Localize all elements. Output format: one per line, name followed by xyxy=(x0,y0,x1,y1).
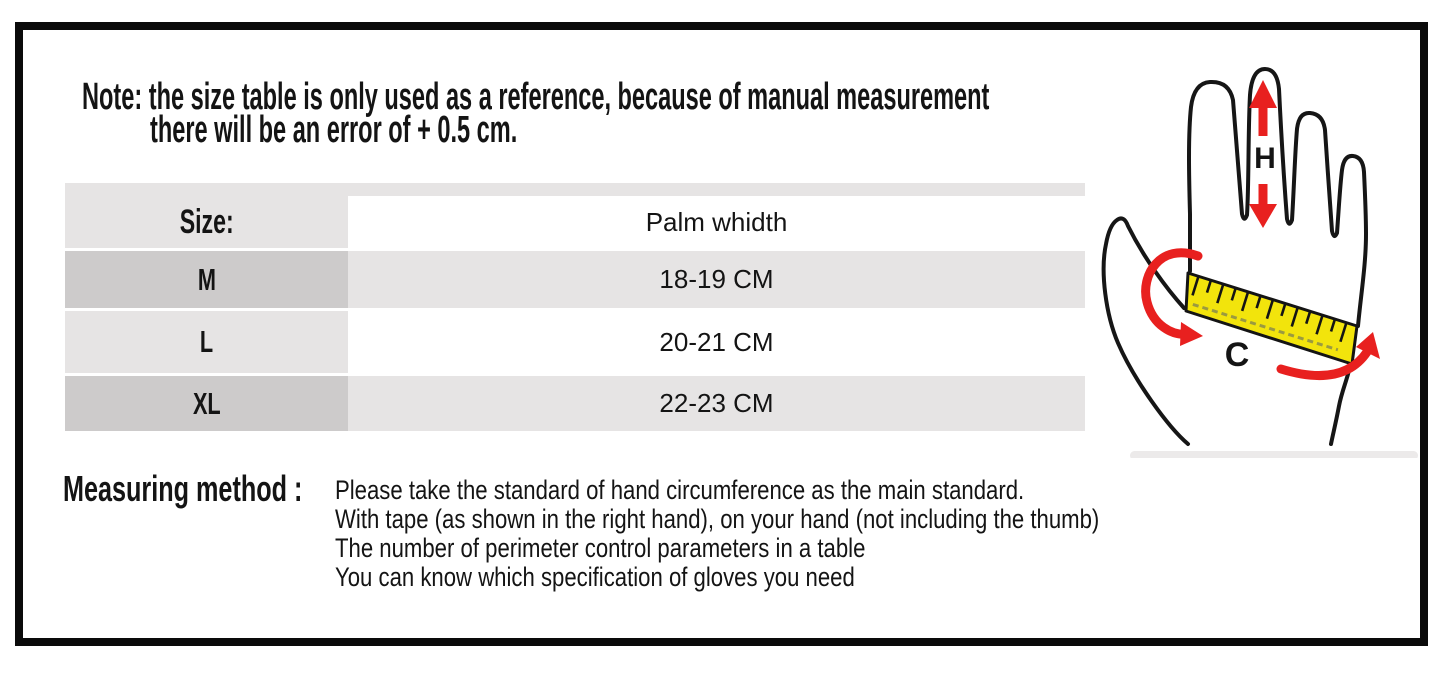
size-header-cell: Size: xyxy=(65,196,348,248)
size-value: L xyxy=(199,324,214,359)
measuring-method-label: Measuring method : xyxy=(63,468,303,509)
height-arrow-down-shaft xyxy=(1258,184,1268,206)
note-line-1: Note: the size table is only used as a r… xyxy=(82,76,990,118)
measuring-tape-icon xyxy=(1184,271,1359,366)
height-arrow-up-icon xyxy=(1249,80,1277,108)
palm-column-header: Palm whidth xyxy=(645,206,788,237)
palm-cell-l: 20-21 CM xyxy=(348,311,1085,373)
circumference-arrow-left-arc xyxy=(1141,248,1203,339)
table-row: XL 22-23 CM xyxy=(65,376,1085,431)
tape-band xyxy=(1184,271,1359,366)
palm-cell-xl: 22-23 CM xyxy=(348,376,1085,431)
height-measure xyxy=(1249,80,1277,228)
table-row: M 18-19 CM xyxy=(65,251,1085,308)
note-line-2: there will be an error of + 0.5 cm. xyxy=(150,109,518,151)
size-cell-m: M xyxy=(65,251,348,308)
measuring-line-4: You can know which specification of glov… xyxy=(335,562,855,592)
size-cell-xl: XL xyxy=(65,376,348,431)
table-top-strip xyxy=(65,183,1085,196)
palm-cell-m: 18-19 CM xyxy=(348,251,1085,308)
size-cell-l: L xyxy=(65,311,348,373)
border-frame xyxy=(15,22,1428,646)
hand-measurement-diagram: H C xyxy=(1101,67,1418,458)
circumference-arrow-right-icon xyxy=(1356,332,1380,359)
measuring-line-3: The number of perimeter control paramete… xyxy=(335,533,866,563)
table-row: L 20-21 CM xyxy=(65,311,1085,373)
circumference-arrow-right-arc xyxy=(1276,347,1372,380)
height-arrow-up-shaft xyxy=(1258,106,1268,136)
hand-outline-icon xyxy=(1101,67,1368,446)
circumference-arrow-left-icon xyxy=(1180,322,1203,346)
palm-value: 22-23 CM xyxy=(659,388,774,418)
size-table: Size: Palm whidth M 18-19 CM L 20-21 CM xyxy=(65,183,1085,431)
measuring-method-body: Please take the standard of hand circumf… xyxy=(335,476,1267,592)
size-value: M xyxy=(197,261,216,297)
palm-value: 18-19 CM xyxy=(659,264,774,294)
palm-value: 20-21 CM xyxy=(659,326,774,357)
note-block: Note: the size table is only used as a r… xyxy=(82,76,1445,151)
measuring-line-2: With tape (as shown in the right hand), … xyxy=(335,504,1100,534)
circumference-measure xyxy=(1141,248,1380,380)
height-label: H xyxy=(1254,142,1276,175)
height-arrow-down-icon xyxy=(1249,204,1277,228)
palm-header-cell: Palm whidth xyxy=(348,196,1085,248)
measuring-method-label-wrap: Measuring method : xyxy=(63,471,405,507)
circumference-label: C xyxy=(1225,336,1250,374)
size-value: XL xyxy=(192,385,221,421)
size-column-header: Size: xyxy=(179,202,234,241)
measuring-line-1: Please take the standard of hand circumf… xyxy=(335,475,1025,505)
table-header-row: Size: Palm whidth xyxy=(65,196,1085,248)
hand-shadow xyxy=(1130,451,1418,458)
